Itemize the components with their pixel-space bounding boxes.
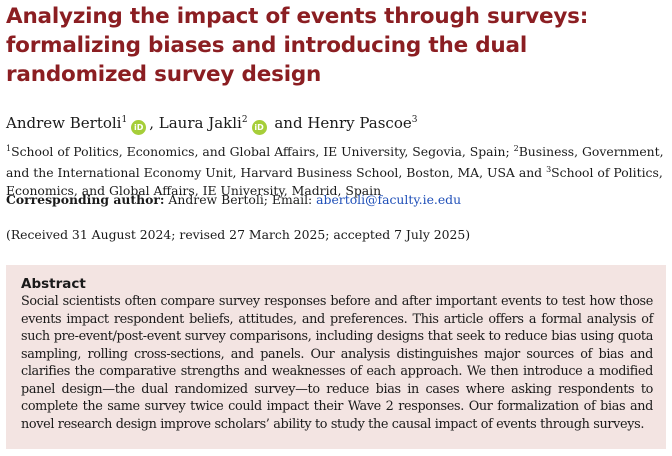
- author-affiliation-mark: 1: [121, 115, 128, 125]
- affiliation-text: School of Politics, Economics, and Globa…: [11, 144, 514, 159]
- affiliation-mark: 2: [513, 144, 519, 153]
- affiliation-mark: 1: [6, 144, 12, 153]
- corresponding-label: Corresponding author:: [6, 192, 165, 207]
- author-separator: ,: [149, 114, 159, 132]
- affiliation-mark: 3: [546, 165, 552, 174]
- author-affiliation-mark: 2: [241, 115, 248, 125]
- abstract-heading: Abstract: [21, 276, 86, 292]
- affiliation-text: School of Politics, Economics, and Globa…: [6, 165, 663, 198]
- corresponding-text: Andrew Bertoli; Email:: [164, 192, 317, 207]
- orcid-icon[interactable]: iD: [251, 120, 267, 135]
- author-name[interactable]: Andrew Bertoli: [6, 114, 122, 132]
- author-list: Andrew Bertoli1iD, Laura Jakli2iD and He…: [6, 110, 417, 135]
- author-name[interactable]: Laura Jakli: [158, 114, 242, 132]
- paper-title: Analyzing the impact of events through s…: [6, 4, 589, 87]
- author-separator: and: [269, 114, 308, 132]
- affiliations: 1School of Politics, Economics, and Glob…: [6, 140, 666, 200]
- received-dates: (Received 31 August 2024; revised 27 Mar…: [6, 227, 471, 242]
- corresponding-author: Corresponding author: Andrew Bertoli; Em…: [6, 191, 461, 209]
- orcid-icon[interactable]: iD: [131, 120, 147, 135]
- abstract-section: Abstract Social scientists often compare…: [6, 265, 666, 449]
- email-link[interactable]: abertoli@faculty.ie.edu: [316, 192, 462, 207]
- author-affiliation-mark: 3: [411, 115, 418, 125]
- author-name[interactable]: Henry Pascoe: [307, 114, 412, 132]
- abstract-text: Social scientists often compare survey r…: [21, 294, 653, 432]
- affiliation-text: Business, Government, and the Internatio…: [6, 144, 664, 180]
